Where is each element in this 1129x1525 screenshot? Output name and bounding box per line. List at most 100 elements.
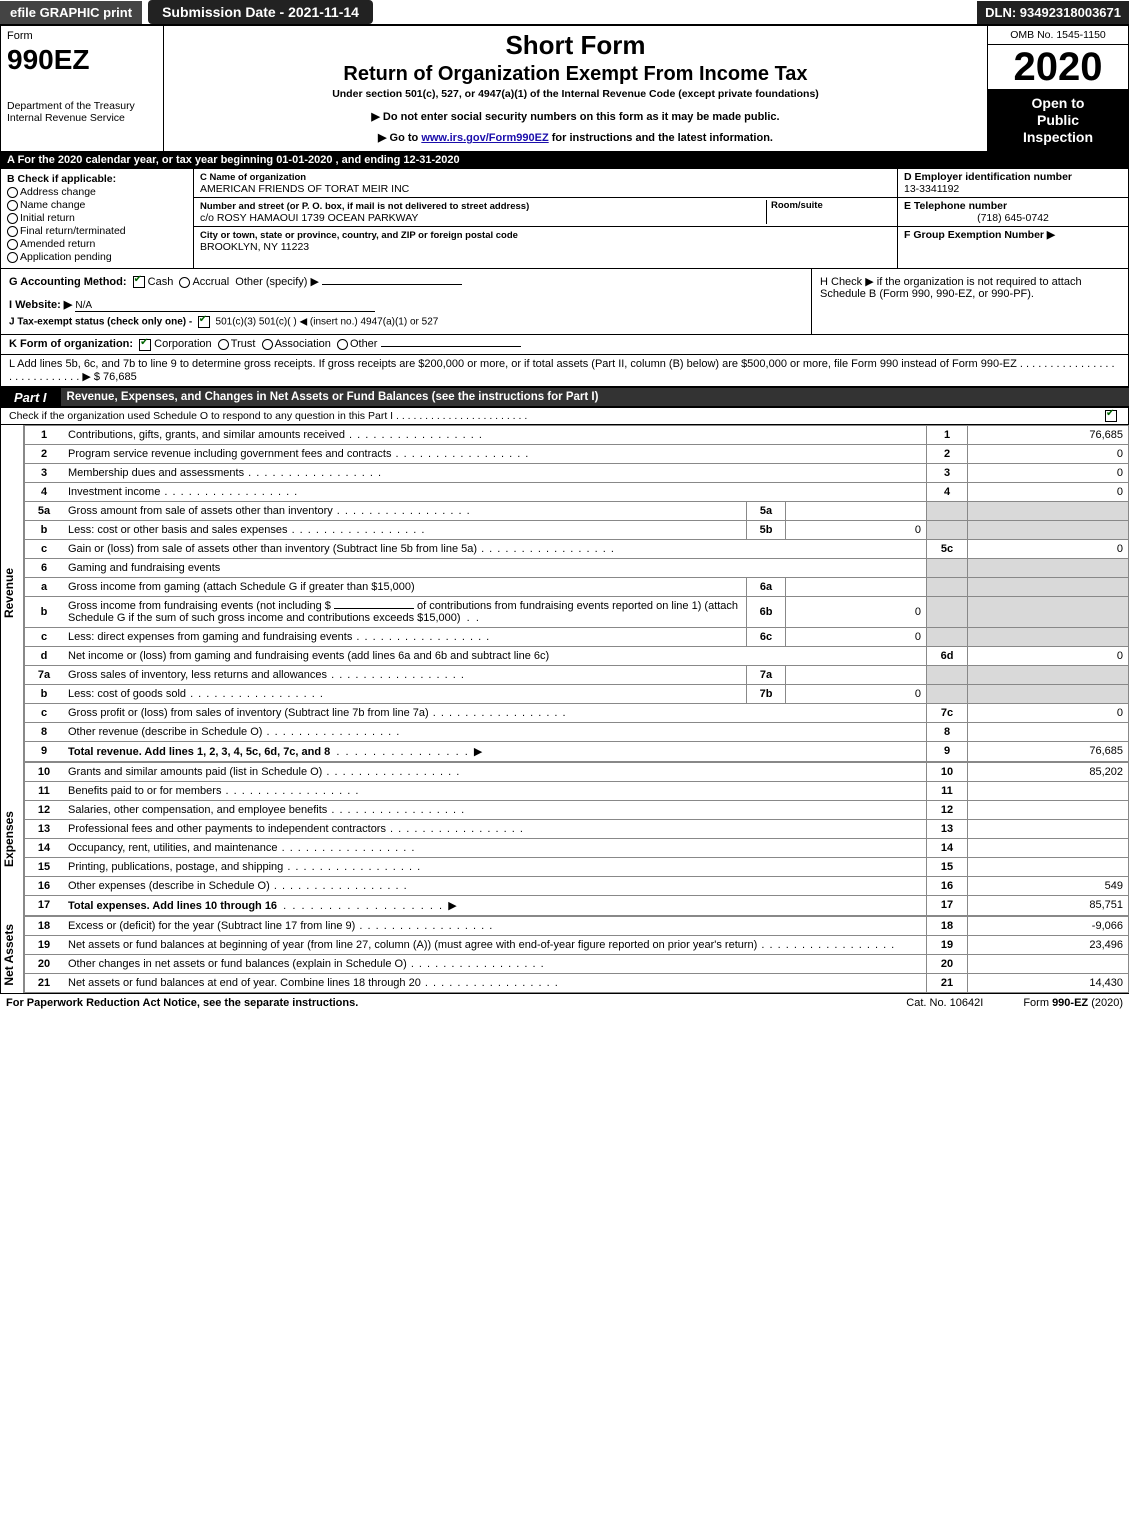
org-city: BROOKLYN, NY 11223 [200, 241, 309, 253]
i-website: I Website: ▶ N/A [9, 298, 803, 312]
d-row: D Employer identification number 13-3341… [898, 169, 1128, 198]
line-5b: b Less: cost or other basis and sales ex… [25, 520, 1129, 539]
footer-left: For Paperwork Reduction Act Notice, see … [6, 997, 358, 1009]
org-name: AMERICAN FRIENDS OF TORAT MEIR INC [200, 183, 409, 195]
h-check: H Check ▶ if the organization is not req… [811, 269, 1128, 334]
k-label: K Form of organization: [9, 338, 133, 350]
k-other-input[interactable] [381, 346, 521, 347]
chk-accrual[interactable] [179, 277, 190, 288]
g-other-input[interactable] [322, 284, 462, 285]
subtitle: Under section 501(c), 527, or 4947(a)(1)… [170, 88, 981, 100]
chk-name-change[interactable]: Name change [7, 199, 187, 211]
ghij-left: G Accounting Method: Cash Accrual Other … [1, 269, 811, 334]
omb-number: OMB No. 1545-1150 [988, 26, 1128, 45]
row-l: L Add lines 5b, 6c, and 7b to line 9 to … [0, 355, 1129, 387]
j-label: J Tax-exempt status (check only one) - [9, 317, 192, 328]
header-center: Short Form Return of Organization Exempt… [164, 26, 987, 151]
b-label: B Check if applicable: [7, 173, 187, 185]
chk-association[interactable] [262, 339, 273, 350]
chk-other[interactable] [337, 339, 348, 350]
k-assoc: Association [275, 338, 331, 350]
dln-label: DLN: 93492318003671 [977, 1, 1129, 24]
c-city-row: City or town, state or province, country… [194, 227, 897, 255]
dept-line1: Department of the Treasury [7, 100, 135, 112]
chk-address-change[interactable]: Address change [7, 186, 187, 198]
part1-header: Part I Revenue, Expenses, and Changes in… [0, 387, 1129, 408]
section-bcdef: B Check if applicable: Address change Na… [0, 169, 1129, 269]
line-16: 16 Other expenses (describe in Schedule … [25, 876, 1129, 895]
line-10: 10 Grants and similar amounts paid (list… [25, 762, 1129, 781]
c-name-label: C Name of organization [200, 172, 306, 183]
c-addr-row: Number and street (or P. O. box, if mail… [194, 198, 897, 227]
chk-amended-return[interactable]: Amended return [7, 238, 187, 250]
line-6d: d Net income or (loss) from gaming and f… [25, 646, 1129, 665]
netassets-table: 18 Excess or (deficit) for the year (Sub… [24, 916, 1129, 993]
col-def: D Employer identification number 13-3341… [897, 169, 1128, 268]
header-left: Form 990EZ Department of the Treasury In… [1, 26, 164, 151]
line-6a: a Gross income from gaming (attach Sched… [25, 577, 1129, 596]
line-17: 17 Total expenses. Add lines 10 through … [25, 895, 1129, 915]
line-1: 1 Contributions, gifts, grants, and simi… [25, 425, 1129, 444]
chk-final-return[interactable]: Final return/terminated [7, 225, 187, 237]
ssn-warning: ▶ Do not enter social security numbers o… [170, 110, 981, 123]
line-5a: 5a Gross amount from sale of assets othe… [25, 501, 1129, 520]
line-9-desc: Total revenue. Add lines 1, 2, 3, 4, 5c,… [68, 746, 330, 758]
h-text: H Check ▶ if the organization is not req… [820, 276, 1082, 300]
revenue-label: Revenue [2, 568, 22, 618]
footer-cat-no: Cat. No. 10642I [906, 997, 983, 1009]
k-trust: Trust [231, 338, 256, 350]
g-label: G Accounting Method: [9, 276, 127, 288]
line-1-amt: 76,685 [968, 425, 1129, 444]
chk-501c3[interactable] [198, 316, 210, 328]
j-tax-exempt: J Tax-exempt status (check only one) - 5… [9, 316, 803, 328]
website-value: N/A [75, 300, 375, 312]
line-7c: c Gross profit or (loss) from sales of i… [25, 703, 1129, 722]
dept-treasury: Department of the Treasury Internal Reve… [7, 100, 157, 124]
line-8: 8 Other revenue (describe in Schedule O)… [25, 722, 1129, 741]
c-name-row: C Name of organization AMERICAN FRIENDS … [194, 169, 897, 198]
line-12: 12 Salaries, other compensation, and emp… [25, 800, 1129, 819]
line-6: 6 Gaming and fundraising events [25, 558, 1129, 577]
ein-value: 13-3341192 [904, 183, 959, 195]
line-15: 15 Printing, publications, postage, and … [25, 857, 1129, 876]
chk-corporation[interactable] [139, 339, 151, 351]
goto-post: for instructions and the latest informat… [549, 132, 773, 144]
efile-print-button[interactable]: efile GRAPHIC print [0, 1, 142, 24]
line-9: 9 Total revenue. Add lines 1, 2, 3, 4, 5… [25, 741, 1129, 761]
g-cash-label: Cash [148, 276, 174, 288]
part1-checkline: Check if the organization used Schedule … [0, 408, 1129, 425]
chk-application-pending[interactable]: Application pending [7, 251, 187, 263]
row-k: K Form of organization: Corporation Trus… [0, 335, 1129, 354]
chk-cash[interactable] [133, 276, 145, 288]
open-public-inspection: Open to Public Inspection [988, 89, 1128, 151]
row-ghij: G Accounting Method: Cash Accrual Other … [0, 269, 1129, 335]
c-city-label: City or town, state or province, country… [200, 230, 518, 241]
line-6b: b Gross income from fundraising events (… [25, 596, 1129, 627]
top-bar: efile GRAPHIC print Submission Date - 20… [0, 0, 1129, 25]
chk-initial-return[interactable]: Initial return [7, 212, 187, 224]
revenue-section: Revenue 1 Contributions, gifts, grants, … [0, 425, 1129, 762]
line-18: 18 Excess or (deficit) for the year (Sub… [25, 916, 1129, 935]
line-3: 3 Membership dues and assessments 3 0 [25, 463, 1129, 482]
chk-trust[interactable] [218, 339, 229, 350]
revenue-vlabel-cell: Revenue [1, 425, 24, 762]
submission-date-badge: Submission Date - 2021-11-14 [148, 0, 373, 24]
part1-checkline-text: Check if the organization used Schedule … [9, 410, 527, 422]
net-assets-section: Net Assets 18 Excess or (deficit) for th… [0, 916, 1129, 993]
line-7a: 7a Gross sales of inventory, less return… [25, 665, 1129, 684]
room-label: Room/suite [771, 200, 823, 211]
j-options-text: 501(c)(3) 501(c)( ) ◀ (insert no.) 4947(… [216, 317, 439, 328]
line-6b-blank[interactable] [334, 608, 414, 609]
title-short-form: Short Form [170, 30, 981, 61]
line-1-num: 1 [927, 425, 968, 444]
form-label: Form [7, 30, 157, 42]
org-address: c/o ROSY HAMAOUI 1739 OCEAN PARKWAY [200, 212, 418, 224]
line-17-desc: Total expenses. Add lines 10 through 16 [68, 900, 277, 912]
f-label: F Group Exemption Number ▶ [904, 229, 1055, 241]
goto-line: ▶ Go to www.irs.gov/Form990EZ for instru… [170, 131, 981, 144]
l-amount: 76,685 [103, 371, 137, 383]
expenses-table: 10 Grants and similar amounts paid (list… [24, 762, 1129, 916]
part1-schedule-o-check[interactable] [1105, 410, 1117, 422]
e-label: E Telephone number [904, 200, 1007, 212]
irs-link[interactable]: www.irs.gov/Form990EZ [421, 132, 548, 144]
